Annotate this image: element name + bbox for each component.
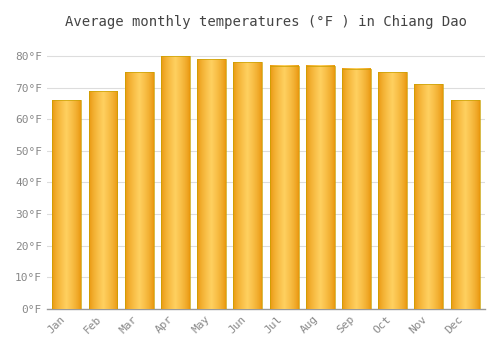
Bar [52,100,82,309]
Bar [378,72,407,309]
Bar [197,59,226,309]
Title: Average monthly temperatures (°F ) in Chiang Dao: Average monthly temperatures (°F ) in Ch… [65,15,467,29]
Bar [450,100,480,309]
Bar [306,65,334,309]
Bar [342,69,371,309]
Bar [234,62,262,309]
Bar [306,65,334,309]
Bar [414,84,444,309]
Bar [270,65,298,309]
Bar [124,72,154,309]
Bar [378,72,407,309]
Bar [450,100,480,309]
Bar [197,59,226,309]
Bar [88,91,118,309]
Bar [342,69,371,309]
Bar [161,56,190,309]
Bar [124,72,154,309]
Bar [234,62,262,309]
Bar [270,65,298,309]
Bar [414,84,444,309]
Bar [161,56,190,309]
Bar [88,91,118,309]
Bar [52,100,82,309]
